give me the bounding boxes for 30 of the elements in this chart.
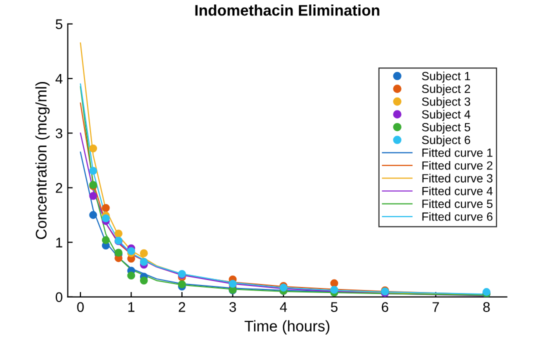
legend-label: Subject 4 [422, 110, 470, 121]
y-axis-title: Concentration (mcg/ml) [35, 82, 50, 240]
x-tick-label: 1 [128, 302, 134, 312]
legend-label: Subject 5 [422, 122, 470, 134]
x-tick-label: 5 [330, 302, 338, 312]
legend-label: Fitted curve 5 [422, 199, 492, 208]
y-tick-label: 1 [56, 238, 62, 248]
legend-label: Fitted curve 1 [422, 148, 492, 157]
legend-label: Subject 2 [422, 84, 470, 96]
y-tick-label: 2 [56, 183, 62, 193]
legend-label: Subject 6 [422, 135, 470, 146]
legend-label: Fitted curve 6 [422, 212, 492, 221]
chart-title: Indomethacin Elimination [195, 4, 380, 16]
x-tick-label: 2 [178, 302, 186, 312]
x-tick-label: 6 [382, 302, 388, 312]
legend-label: Fitted curve 2 [422, 161, 492, 170]
legend-label: Fitted curve 3 [422, 174, 492, 182]
y-tick-label: 0 [56, 292, 62, 302]
y-tick-label: 5 [56, 19, 62, 30]
legend-label: Subject 1 [422, 72, 470, 83]
x-tick-label: 4 [280, 302, 287, 312]
y-tick-label: 4 [55, 74, 62, 84]
y-tick-label: 3 [56, 128, 62, 138]
legend-label: Fitted curve 4 [422, 186, 493, 196]
x-axis-title: Time (hours) [244, 320, 330, 334]
x-tick-label: 3 [229, 302, 236, 312]
x-tick-label: 0 [77, 302, 84, 312]
legend-label: Subject 3 [422, 97, 470, 108]
x-tick-label: 7 [432, 302, 439, 312]
x-tick-label: 8 [483, 302, 490, 312]
